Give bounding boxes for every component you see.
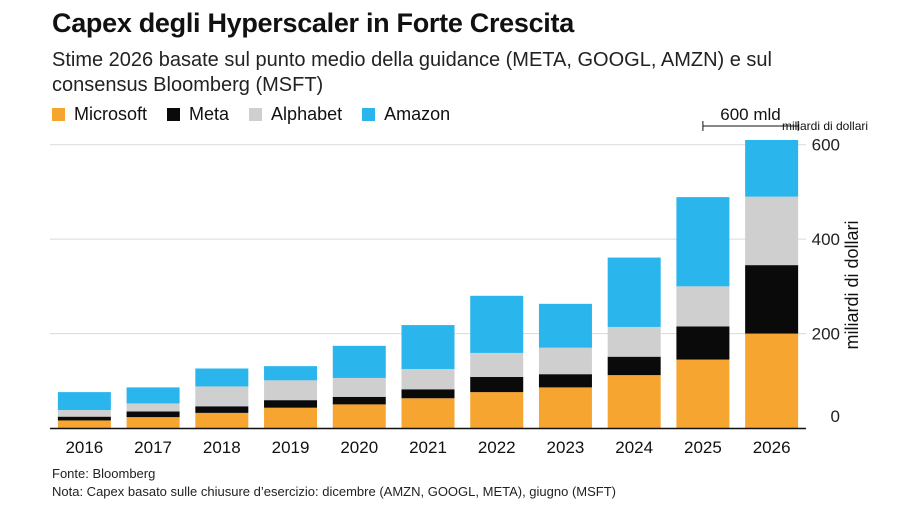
bar-meta-2023 [538, 374, 592, 388]
legend-item-alphabet: Alphabet [249, 104, 342, 125]
stacked-bar-chart: 0 200 400 600 2016 2017 2018 2019 2020 2021 2022 20… [50, 105, 868, 457]
bar-amazon-2023 [538, 303, 592, 348]
bar-meta-2018 [195, 406, 249, 413]
x-tick-label: 2026 [753, 438, 791, 457]
bar-microsoft-2016 [57, 420, 111, 428]
bar-alphabet-2022 [470, 352, 524, 378]
x-tick-label: 2025 [684, 438, 722, 457]
bar-amazon-2024 [607, 257, 661, 327]
bar-alphabet-2017 [126, 403, 180, 412]
bar-amazon-2016 [57, 392, 111, 411]
bar-microsoft-2021 [401, 398, 455, 428]
x-tick-label: 2020 [340, 438, 378, 457]
source-note: Fonte: Bloomberg [52, 466, 156, 481]
bar-alphabet-2021 [401, 368, 455, 390]
legend-swatch [52, 108, 65, 121]
x-tick-label: 2024 [615, 438, 653, 457]
bar-meta-2020 [332, 396, 386, 405]
bar-amazon-2022 [470, 295, 524, 353]
y-tick-label: 0 [831, 407, 840, 426]
y-axis-label: miliardi di dollari [842, 220, 862, 349]
x-tick-label: 2021 [409, 438, 447, 457]
bar-meta-2024 [607, 356, 661, 376]
legend-item-meta: Meta [167, 104, 229, 125]
bar-meta-2017 [126, 411, 180, 418]
legend-swatch [362, 108, 376, 121]
legend-label: Alphabet [271, 104, 343, 124]
bar-alphabet-2024 [607, 326, 661, 357]
chart-title: Capex degli Hyperscaler in Forte Crescit… [52, 8, 574, 38]
bar-amazon-2026 [745, 140, 799, 197]
bar-alphabet-2018 [195, 386, 249, 407]
bar-amazon-2025 [676, 197, 730, 287]
bar-meta-2019 [264, 400, 318, 408]
bar-alphabet-2026 [745, 196, 799, 266]
bar-meta-2016 [57, 416, 111, 421]
x-tick-label: 2018 [203, 438, 241, 457]
legend-item-amazon: Amazon [362, 104, 450, 125]
x-tick-label: 2019 [272, 438, 310, 457]
x-tick-label: 2022 [478, 438, 516, 457]
bar-amazon-2017 [126, 387, 180, 404]
bar-microsoft-2022 [470, 392, 524, 428]
chart-legend: Microsoft Meta Alphabet Amazon [52, 104, 450, 125]
x-tick-label: 2023 [547, 438, 585, 457]
bar-amazon-2018 [195, 368, 249, 387]
bar-meta-2025 [676, 326, 730, 360]
legend-label: Amazon [384, 104, 451, 124]
chart-subtitle: Stime 2026 basate sul punto medio della … [52, 49, 772, 96]
bar-amazon-2020 [332, 345, 386, 378]
annotation-label: 600 mld [720, 105, 780, 124]
bar-alphabet-2023 [538, 347, 592, 375]
legend-swatch [167, 108, 181, 121]
bar-microsoft-2018 [195, 412, 249, 428]
bar-meta-2026 [745, 265, 799, 334]
bar-microsoft-2017 [126, 417, 180, 428]
footnote: Nota: Capex basato sulle chiusure d’eser… [52, 484, 617, 499]
bar-meta-2021 [401, 389, 455, 399]
x-tick-label: 2017 [134, 438, 172, 457]
y-tick-label: 600 [812, 136, 840, 155]
legend-label: Meta [189, 104, 230, 124]
y-tick-label: 200 [812, 325, 840, 344]
bar-microsoft-2024 [607, 375, 661, 428]
bar-alphabet-2025 [676, 286, 730, 327]
bar-microsoft-2019 [264, 407, 318, 428]
bar-amazon-2019 [264, 366, 318, 381]
legend-item-microsoft: Microsoft [52, 104, 147, 125]
bar-amazon-2021 [401, 325, 455, 369]
bar-microsoft-2025 [676, 359, 730, 428]
bar-alphabet-2019 [264, 380, 318, 401]
unit-label: miliardi di dollari [782, 119, 868, 133]
bar-microsoft-2020 [332, 404, 386, 428]
bar-meta-2022 [470, 377, 524, 393]
bar-microsoft-2023 [538, 387, 592, 428]
legend-swatch [249, 108, 263, 121]
bar-microsoft-2026 [745, 333, 799, 428]
bar-alphabet-2020 [332, 377, 386, 397]
y-tick-label: 400 [812, 230, 840, 249]
legend-label: Microsoft [74, 104, 148, 124]
x-tick-label: 2016 [65, 438, 103, 457]
bar-alphabet-2016 [57, 410, 111, 417]
